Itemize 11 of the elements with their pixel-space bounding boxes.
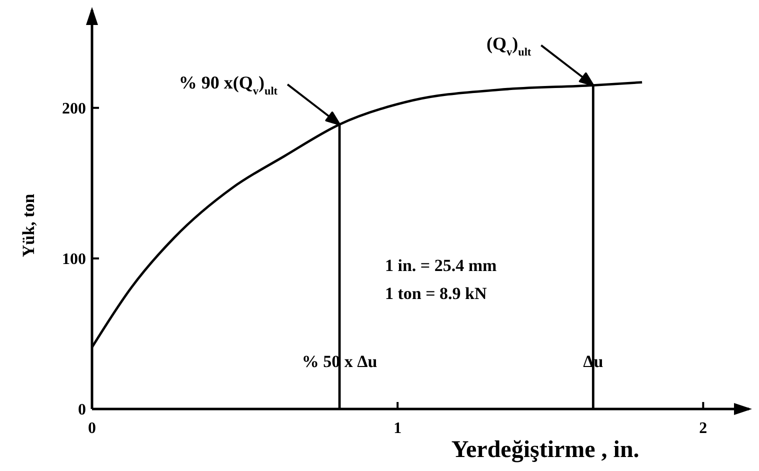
y-tick-label: 100 — [62, 251, 86, 268]
y-tick-label: 200 — [62, 100, 86, 118]
annotation: 1 ton = 8.9 kN — [385, 284, 488, 303]
annotation: 1 in. = 25.4 mm — [385, 256, 497, 275]
x-tick-label: 1 — [394, 420, 402, 437]
annotation: (Q$_{v}$)$_{ult}$ — [486, 33, 532, 58]
annotation: % 90 x(Q$_{v}$)$_{ult}$ — [178, 72, 278, 98]
y-tick-label: 0 — [78, 402, 86, 419]
x-tick-label: 2 — [699, 420, 708, 437]
x-axis-title: Yerdeğiştirme , in. — [451, 437, 640, 463]
y-axis-title: Yük, ton — [19, 193, 38, 258]
